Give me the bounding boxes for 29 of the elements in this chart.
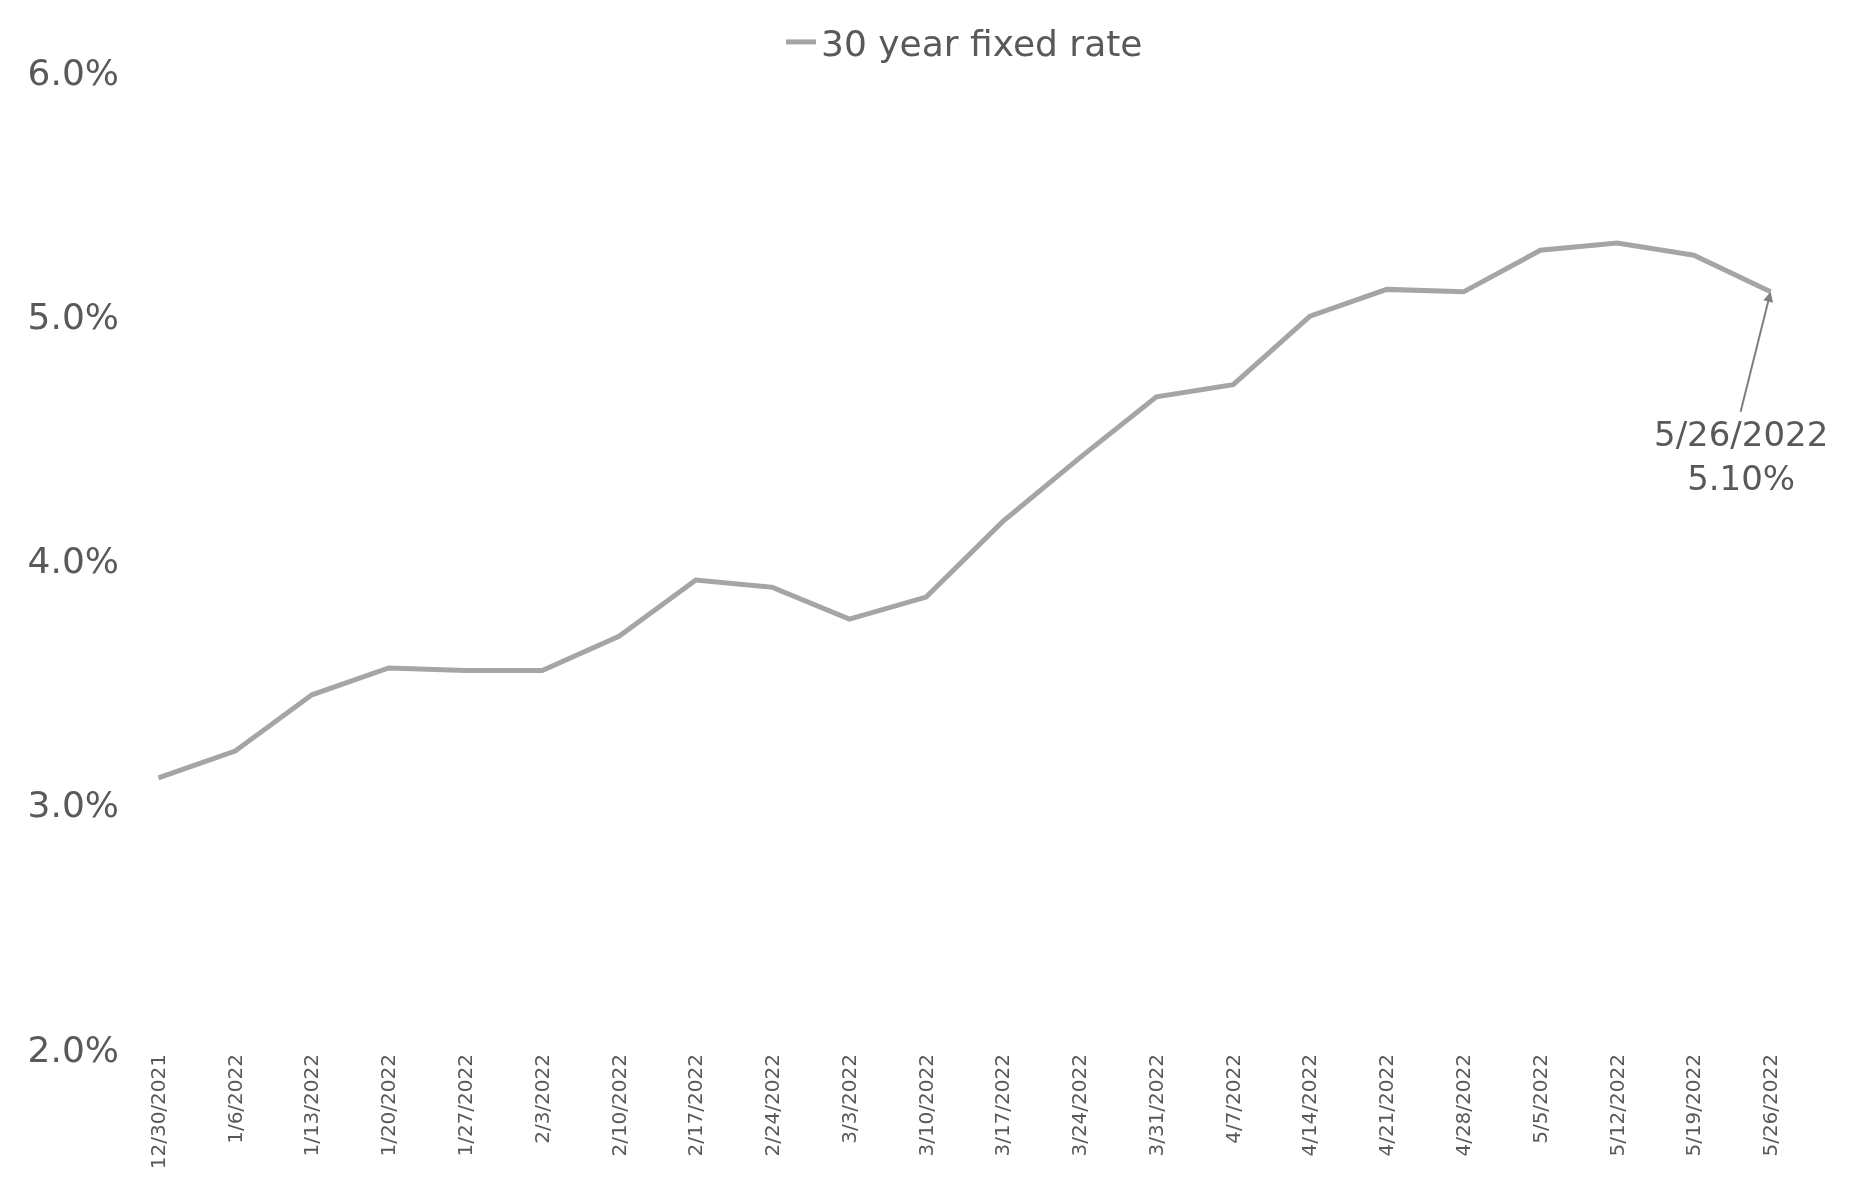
x-tick-label: 3/24/2022 <box>1067 1054 1092 1157</box>
x-tick-label: 2/17/2022 <box>683 1054 708 1157</box>
x-tick-label: 1/20/2022 <box>376 1054 401 1157</box>
y-tick-label: 3.0% <box>27 784 119 826</box>
y-tick-label: 6.0% <box>27 51 119 93</box>
x-tick-label: 4/7/2022 <box>1220 1054 1245 1144</box>
x-tick-label: 5/19/2022 <box>1681 1054 1706 1157</box>
x-tick-label: 1/6/2022 <box>222 1054 247 1144</box>
x-tick-label: 1/27/2022 <box>452 1054 477 1157</box>
legend-label: 30 year fixed rate <box>821 22 1143 64</box>
annotation: 5/26/2022 5.10% <box>1654 414 1829 499</box>
y-tick-label: 4.0% <box>27 540 119 582</box>
x-tick-label: 2/3/2022 <box>529 1054 554 1144</box>
x-tick-label: 12/30/2021 <box>145 1054 170 1170</box>
x-tick-label: 3/17/2022 <box>990 1054 1015 1157</box>
x-tick-label: 3/31/2022 <box>1143 1054 1168 1157</box>
x-tick-label: 5/12/2022 <box>1604 1054 1629 1157</box>
x-tick-label: 5/26/2022 <box>1758 1054 1783 1157</box>
x-tick-label: 4/14/2022 <box>1297 1054 1322 1157</box>
x-tick-label: 2/10/2022 <box>606 1054 631 1157</box>
x-tick-label: 4/28/2022 <box>1451 1054 1476 1157</box>
y-tick-label: 2.0% <box>27 1028 119 1070</box>
x-tick-label: 2/24/2022 <box>760 1054 785 1157</box>
x-tick-label: 1/13/2022 <box>299 1054 324 1157</box>
x-tick-label: 5/5/2022 <box>1527 1054 1552 1144</box>
x-tick-label: 3/10/2022 <box>913 1054 938 1157</box>
y-tick-label: 5.0% <box>27 295 119 337</box>
x-tick-label: 4/21/2022 <box>1374 1054 1399 1157</box>
x-tick-label: 3/3/2022 <box>836 1054 861 1144</box>
